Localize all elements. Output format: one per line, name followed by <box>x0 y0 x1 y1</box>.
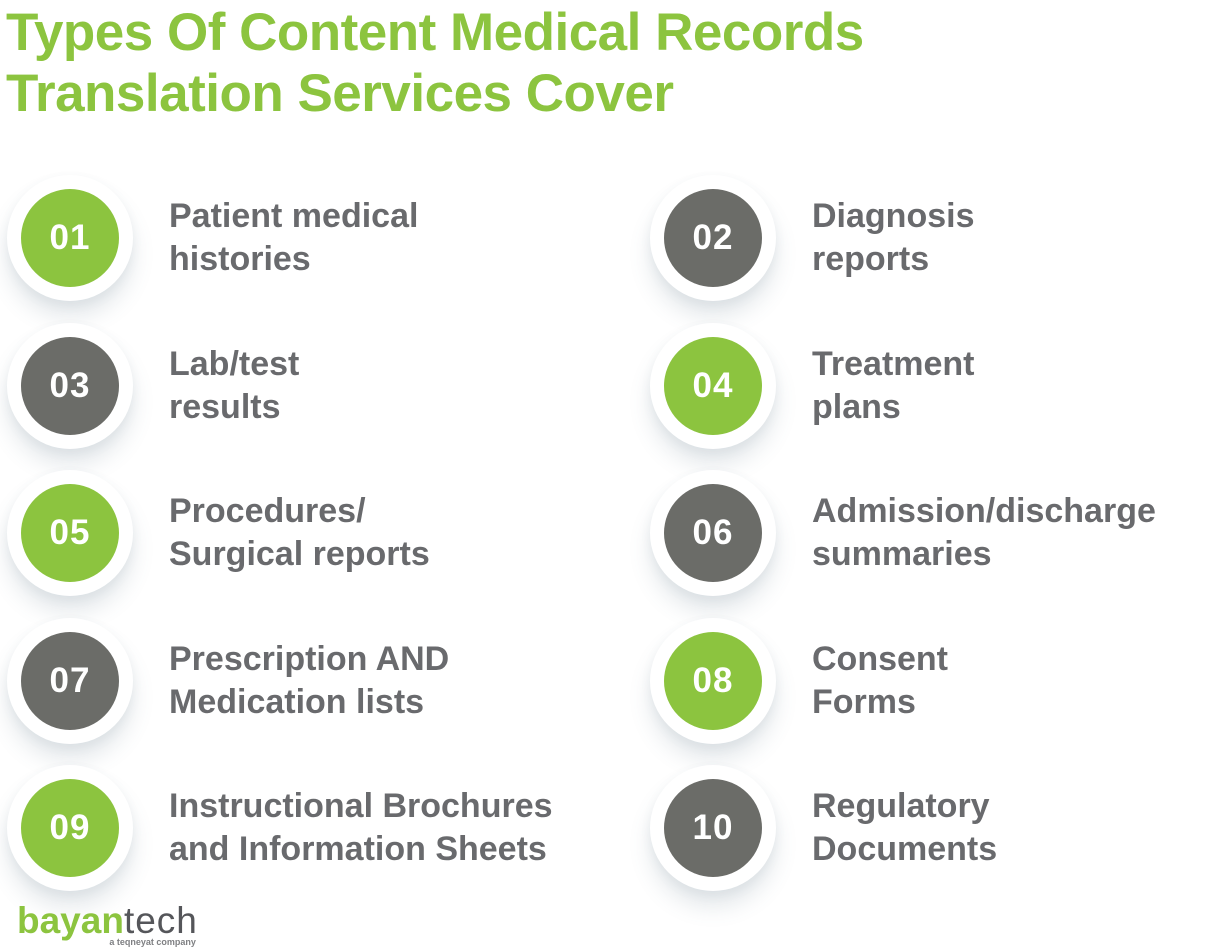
item-label: Lab/test results <box>169 344 300 426</box>
item-number: 04 <box>692 365 734 405</box>
item-label: Treatment plans <box>812 344 975 426</box>
number-badge: 03 <box>21 336 119 435</box>
logo-tech: tech <box>123 900 198 941</box>
list-item-04: 04 Treatment plans <box>650 322 1156 449</box>
logo-bayan: bayan <box>17 900 124 941</box>
number-badge-ring: 09 <box>7 765 133 891</box>
list-item-09: 09 Instructional Brochures and Informati… <box>7 765 650 891</box>
bayantech-logo: bayantech a teqneyat company <box>17 901 198 948</box>
item-label: Consent Forms <box>812 639 948 721</box>
page-title-line1: Types Of Content Medical Records <box>6 3 864 62</box>
item-number: 06 <box>692 513 734 552</box>
list-item-01: 01 Patient medical histories <box>7 175 650 301</box>
item-label: Patient medical histories <box>169 197 419 278</box>
item-label: Admission/discharge summaries <box>812 492 1156 573</box>
item-label: Procedures/ Surgical reports <box>169 492 430 573</box>
item-number: 09 <box>49 808 91 847</box>
number-badge-ring: 06 <box>650 470 776 596</box>
item-number: 08 <box>692 660 734 700</box>
number-badge: 07 <box>21 631 119 730</box>
item-number: 05 <box>49 513 91 552</box>
item-number: 07 <box>49 660 91 700</box>
number-badge: 08 <box>664 631 762 730</box>
item-number: 01 <box>49 218 91 257</box>
number-badge-ring: 08 <box>650 617 776 744</box>
number-badge: 02 <box>664 189 762 287</box>
number-badge: 05 <box>21 484 119 582</box>
item-label: Diagnosis reports <box>812 197 975 278</box>
number-badge-ring: 01 <box>7 175 133 301</box>
list-item-07: 07 Prescription AND Medication lists <box>7 617 650 744</box>
item-number: 10 <box>692 808 734 847</box>
item-label: Regulatory Documents <box>812 787 998 868</box>
item-label: Prescription AND Medication lists <box>169 639 450 721</box>
item-label: Instructional Brochures and Information … <box>169 787 553 868</box>
list-item-05: 05 Procedures/ Surgical reports <box>7 470 650 596</box>
number-badge: 10 <box>664 779 762 877</box>
logo-tagline: a teqneyat company <box>109 937 196 947</box>
number-badge-ring: 03 <box>7 322 133 449</box>
number-badge: 01 <box>21 189 119 287</box>
item-number: 03 <box>49 365 91 405</box>
items-grid: 01 Patient medical histories 02 Diagnosi… <box>7 175 1156 913</box>
number-badge-ring: 07 <box>7 617 133 744</box>
number-badge-ring: 04 <box>650 322 776 449</box>
number-badge-ring: 10 <box>650 765 776 891</box>
list-item-03: 03 Lab/test results <box>7 322 650 449</box>
list-item-10: 10 Regulatory Documents <box>650 765 1156 891</box>
list-item-02: 02 Diagnosis reports <box>650 175 1156 301</box>
number-badge: 09 <box>21 779 119 877</box>
number-badge-ring: 05 <box>7 470 133 596</box>
number-badge: 04 <box>664 336 762 435</box>
item-number: 02 <box>692 218 734 257</box>
number-badge: 06 <box>664 484 762 582</box>
list-item-06: 06 Admission/discharge summaries <box>650 470 1156 596</box>
page-title-line2: Translation Services Cover <box>6 64 674 123</box>
list-item-08: 08 Consent Forms <box>650 617 1156 744</box>
logo-wordmark: bayantech <box>17 901 198 941</box>
page-title: Types Of Content Medical Records Transla… <box>6 2 1106 124</box>
number-badge-ring: 02 <box>650 175 776 301</box>
